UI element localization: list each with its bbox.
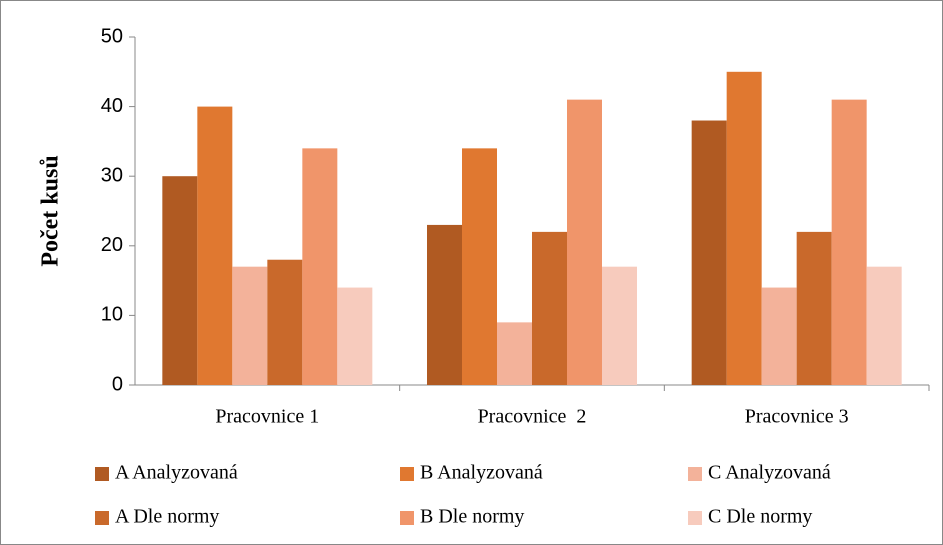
x-tick-label: Pracovnice 3 xyxy=(745,406,849,428)
legend-label: A Analyzovaná xyxy=(115,462,238,484)
y-tick-label: 20 xyxy=(101,234,123,256)
y-axis-label: Počet kusů xyxy=(38,155,64,266)
bar xyxy=(726,71,762,386)
legend-label: B Analyzovaná xyxy=(420,462,543,484)
x-tick-label: Pracovnice 1 xyxy=(215,406,319,428)
bar xyxy=(532,231,567,385)
bar xyxy=(337,287,373,385)
bar xyxy=(162,176,198,385)
y-tick-label: 10 xyxy=(101,304,123,326)
bar xyxy=(232,266,268,385)
legend-label: A Dle normy xyxy=(115,506,219,528)
bar xyxy=(602,266,637,385)
legend-swatch xyxy=(95,467,109,481)
y-tick-label: 40 xyxy=(101,95,123,117)
bar xyxy=(761,287,797,385)
y-tick-label: 30 xyxy=(101,164,123,186)
legend-swatch xyxy=(95,511,109,525)
bar xyxy=(427,224,462,385)
y-tick-label: 0 xyxy=(112,373,123,395)
legend-label: B Dle normy xyxy=(420,506,524,528)
legend-label: C Analyzovaná xyxy=(708,462,831,484)
bar xyxy=(831,99,867,385)
bar xyxy=(497,322,532,385)
bar xyxy=(691,120,727,386)
legend-label: C Dle normy xyxy=(708,506,812,528)
legend-swatch xyxy=(400,511,414,525)
bar xyxy=(267,259,303,385)
bar xyxy=(462,148,497,385)
bar xyxy=(796,231,832,385)
legend-swatch xyxy=(400,467,414,481)
x-tick-label: Pracovnice 2 xyxy=(478,406,587,428)
y-tick-label: 50 xyxy=(101,25,123,47)
legend-swatch xyxy=(688,467,702,481)
bar xyxy=(302,148,338,385)
legend-swatch xyxy=(688,511,702,525)
bar xyxy=(197,106,233,385)
bar xyxy=(866,266,902,385)
bar xyxy=(567,99,602,385)
